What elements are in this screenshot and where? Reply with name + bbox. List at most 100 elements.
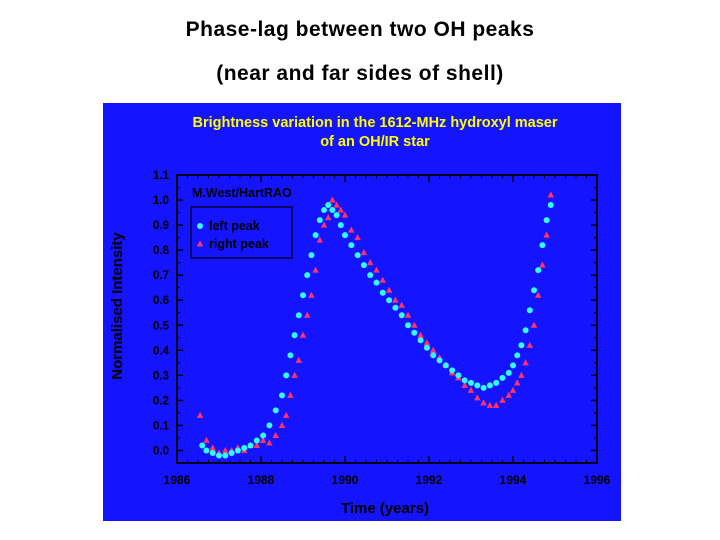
left-peak-point xyxy=(247,442,254,449)
left-peak-point xyxy=(260,432,267,439)
left-peak-point xyxy=(216,452,222,459)
right-peak-point xyxy=(333,201,340,208)
right-peak-point xyxy=(222,446,229,453)
right-peak-point xyxy=(543,231,550,238)
left-peak-point xyxy=(241,444,248,451)
right-peak-point xyxy=(411,321,418,328)
left-peak-point xyxy=(486,382,493,389)
y-tick-label: 0.7 xyxy=(153,270,169,282)
right-peak-point xyxy=(203,436,210,443)
legend-markers xyxy=(196,223,204,247)
axis-ticks xyxy=(176,174,598,463)
y-tick-label: 0.1 xyxy=(153,420,170,432)
right-peak-point xyxy=(509,386,517,393)
y-tick-label: 0.0 xyxy=(153,445,169,457)
right-peak-point xyxy=(404,311,412,318)
left-peak-point xyxy=(203,447,210,454)
left-peak-point xyxy=(405,322,411,329)
left-peak-point xyxy=(493,379,500,386)
chart-subtitle: of an OH/IR star xyxy=(320,134,430,150)
y-tick-label: 0.3 xyxy=(153,370,169,382)
right-peak-point xyxy=(360,249,368,256)
right-peak-point xyxy=(303,311,311,318)
y-tick-label: 0.6 xyxy=(153,295,169,307)
left-peak-point xyxy=(442,362,449,369)
left-peak-point xyxy=(354,252,361,259)
legend-label-right-peak: right peak xyxy=(209,237,269,251)
x-tick-label: 1986 xyxy=(164,473,191,487)
right-peak-point xyxy=(379,276,387,283)
x-tick-label: 1988 xyxy=(248,473,275,487)
left-peak-point xyxy=(510,362,516,369)
left-peak-point xyxy=(337,222,344,229)
left-peak-point xyxy=(209,449,216,456)
left-peak-point xyxy=(539,242,546,249)
left-peak-point xyxy=(287,352,294,359)
right-peak-point xyxy=(337,206,345,213)
right-peak-point xyxy=(461,381,468,388)
legend-label-left-peak: left peak xyxy=(209,219,260,233)
right-peak-point xyxy=(398,301,405,308)
left-peak-point xyxy=(295,312,302,319)
right-peak-point xyxy=(272,431,279,438)
y-tick-label: 0.9 xyxy=(153,220,169,232)
left-peak-point xyxy=(367,272,374,279)
right-peak-point xyxy=(474,394,481,401)
left-peak-point xyxy=(455,372,462,379)
left-peak-point xyxy=(234,447,241,454)
y-tick-label: 1.1 xyxy=(153,170,170,182)
x-tick-label: 1996 xyxy=(584,473,611,487)
x-tick-label: 1990 xyxy=(332,473,359,487)
left-peak-point xyxy=(316,217,323,224)
right-peak-point xyxy=(299,331,307,338)
right-peak-point xyxy=(492,401,500,408)
left-peak-point xyxy=(535,267,542,274)
chart-title: Brightness variation in the 1612-MHz hyd… xyxy=(192,115,557,131)
right-peak-point xyxy=(341,211,349,218)
right-peak-point xyxy=(308,291,315,298)
right-peak-point xyxy=(354,234,361,241)
right-peak-point xyxy=(348,226,355,233)
left-peak-point xyxy=(312,232,319,239)
x-tick-label: 1992 xyxy=(416,473,443,487)
x-axis-label: Time (years) xyxy=(341,500,429,517)
chart-annotation: M.West/HartRAO xyxy=(192,186,292,200)
right-peak-point xyxy=(417,331,424,338)
right-peak-point xyxy=(295,356,303,363)
left-peak-point xyxy=(321,207,327,214)
right-peak-point xyxy=(530,321,538,328)
left-peak-point xyxy=(348,242,355,249)
left-peak-point xyxy=(436,357,443,364)
left-peak-point xyxy=(283,372,290,379)
y-tick-label: 0.8 xyxy=(153,245,170,257)
right-peak-point xyxy=(291,371,298,378)
left-peak-point xyxy=(411,329,418,336)
right-peak-point xyxy=(329,196,336,203)
right-peak-point xyxy=(522,359,529,366)
left-peak-point xyxy=(373,279,380,286)
left-peak-point xyxy=(333,212,340,219)
left-peak-point xyxy=(386,297,393,304)
left-peak-point xyxy=(342,232,348,239)
right-peak-point xyxy=(486,401,494,408)
axis-tick-labels: 0.0 0.1 0.2 0.3 0.4 0.5 0.6 0.7 0.8 0.9 1.0 1.1 1986… xyxy=(153,170,611,487)
left-peak-point xyxy=(430,352,437,359)
slide-title-line-2: (near and far sides of shell) xyxy=(216,62,504,85)
left-peak-point xyxy=(253,437,260,444)
right-peak-point xyxy=(480,399,487,406)
right-peak-point xyxy=(423,339,431,346)
left-peak-point xyxy=(308,252,315,259)
y-tick-label: 0.5 xyxy=(153,320,170,332)
left-peak-point xyxy=(423,344,430,351)
right-peak-point xyxy=(534,291,542,298)
slide-title-line-1: Phase-lag between two OH peaks xyxy=(185,18,535,41)
left-peak-point xyxy=(360,262,367,269)
right-peak-point xyxy=(518,371,525,378)
left-peak-point xyxy=(325,202,332,209)
left-peak-point xyxy=(279,392,285,399)
chart-panel: Brightness variation in the 1612-MHz hyd… xyxy=(103,103,621,521)
left-peak-point xyxy=(272,407,279,414)
right-peak-point xyxy=(373,266,380,273)
right-peak-point xyxy=(539,261,546,268)
right-peak-point xyxy=(467,386,475,393)
